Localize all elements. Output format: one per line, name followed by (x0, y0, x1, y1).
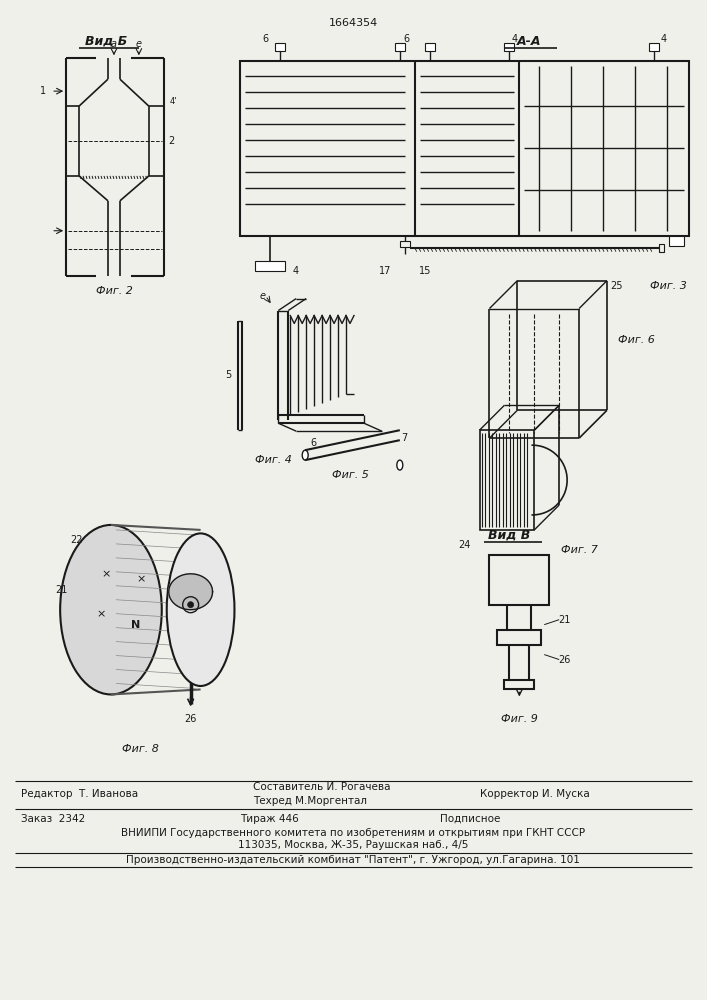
Bar (275, 43, 285, 51)
Text: e: e (259, 291, 265, 301)
Text: Фиг. 9: Фиг. 9 (501, 714, 538, 724)
Bar (649, 43, 659, 51)
Ellipse shape (167, 533, 235, 686)
Text: 24: 24 (458, 540, 471, 550)
Bar (255, 261, 285, 271)
Text: Фиг. 7: Фиг. 7 (561, 545, 597, 555)
Bar (498, 630, 542, 645)
Bar (504, 680, 534, 689)
Text: ×: × (101, 570, 111, 580)
Text: Составитель И. Рогачева: Составитель И. Рогачева (253, 782, 391, 792)
Bar (489, 555, 549, 605)
Text: Подписное: Подписное (440, 814, 500, 824)
Text: Вид В: Вид В (489, 528, 530, 541)
Bar (504, 43, 515, 51)
Text: 6: 6 (310, 438, 316, 448)
Text: Фиг. 2: Фиг. 2 (95, 286, 132, 296)
Text: 113035, Москва, Ж-35, Раушская наб., 4/5: 113035, Москва, Ж-35, Раушская наб., 4/5 (238, 840, 468, 850)
Text: a: a (111, 39, 117, 49)
Text: 22: 22 (70, 535, 82, 545)
Text: Производственно-издательский комбинат "Патент", г. Ужгород, ул.Гагарина. 101: Производственно-издательский комбинат "П… (126, 855, 580, 865)
Text: Фиг. 5: Фиг. 5 (332, 470, 368, 480)
Polygon shape (169, 574, 213, 610)
Text: Фиг. 3: Фиг. 3 (650, 281, 687, 291)
Text: Заказ  2342: Заказ 2342 (21, 814, 86, 824)
Text: Редактор  Т. Иванова: Редактор Т. Иванова (21, 789, 139, 799)
Bar (395, 43, 405, 51)
Text: Вид Б: Вид Б (85, 35, 127, 48)
Text: 4': 4' (170, 97, 177, 106)
Text: N: N (132, 620, 141, 630)
Text: 4: 4 (661, 34, 667, 44)
Text: 17: 17 (379, 266, 391, 276)
Text: ВНИИПИ Государственного комитета по изобретениям и открытиям при ГКНТ СССР: ВНИИПИ Государственного комитета по изоб… (121, 828, 585, 838)
Text: 25: 25 (611, 281, 623, 291)
Text: 15: 15 (419, 266, 431, 276)
Text: e: e (136, 39, 142, 49)
Text: Тираж 446: Тираж 446 (240, 814, 299, 824)
Text: 4: 4 (292, 266, 298, 276)
Bar (659, 244, 664, 252)
Text: 7: 7 (402, 433, 408, 443)
Text: 21: 21 (55, 585, 67, 595)
Text: Корректор И. Муска: Корректор И. Муска (479, 789, 589, 799)
Text: ×: × (96, 610, 105, 620)
Text: А-А: А-А (517, 35, 542, 48)
Bar (479, 430, 534, 530)
Bar (669, 236, 684, 246)
Text: 6: 6 (404, 34, 410, 44)
Text: 2: 2 (168, 136, 175, 146)
Text: 4: 4 (511, 34, 518, 44)
Text: 21: 21 (558, 615, 571, 625)
Text: 1664354: 1664354 (328, 18, 378, 28)
Bar (400, 241, 410, 247)
Text: Фиг. 8: Фиг. 8 (122, 744, 159, 754)
Text: Фиг. 6: Фиг. 6 (619, 335, 655, 345)
Text: Фиг. 4: Фиг. 4 (255, 455, 292, 465)
Ellipse shape (302, 450, 308, 460)
Circle shape (187, 602, 194, 608)
Text: 1: 1 (40, 86, 46, 96)
Ellipse shape (60, 525, 162, 694)
Ellipse shape (397, 460, 403, 470)
Text: S: S (194, 580, 201, 590)
Text: ×: × (136, 575, 146, 585)
Bar (425, 43, 435, 51)
Text: 26: 26 (558, 655, 571, 665)
Text: Техред М.Моргентал: Техред М.Моргентал (253, 796, 368, 806)
Text: 5: 5 (226, 370, 232, 380)
Bar (240, 61, 689, 236)
Text: 26: 26 (185, 714, 197, 724)
Text: 6: 6 (262, 34, 269, 44)
